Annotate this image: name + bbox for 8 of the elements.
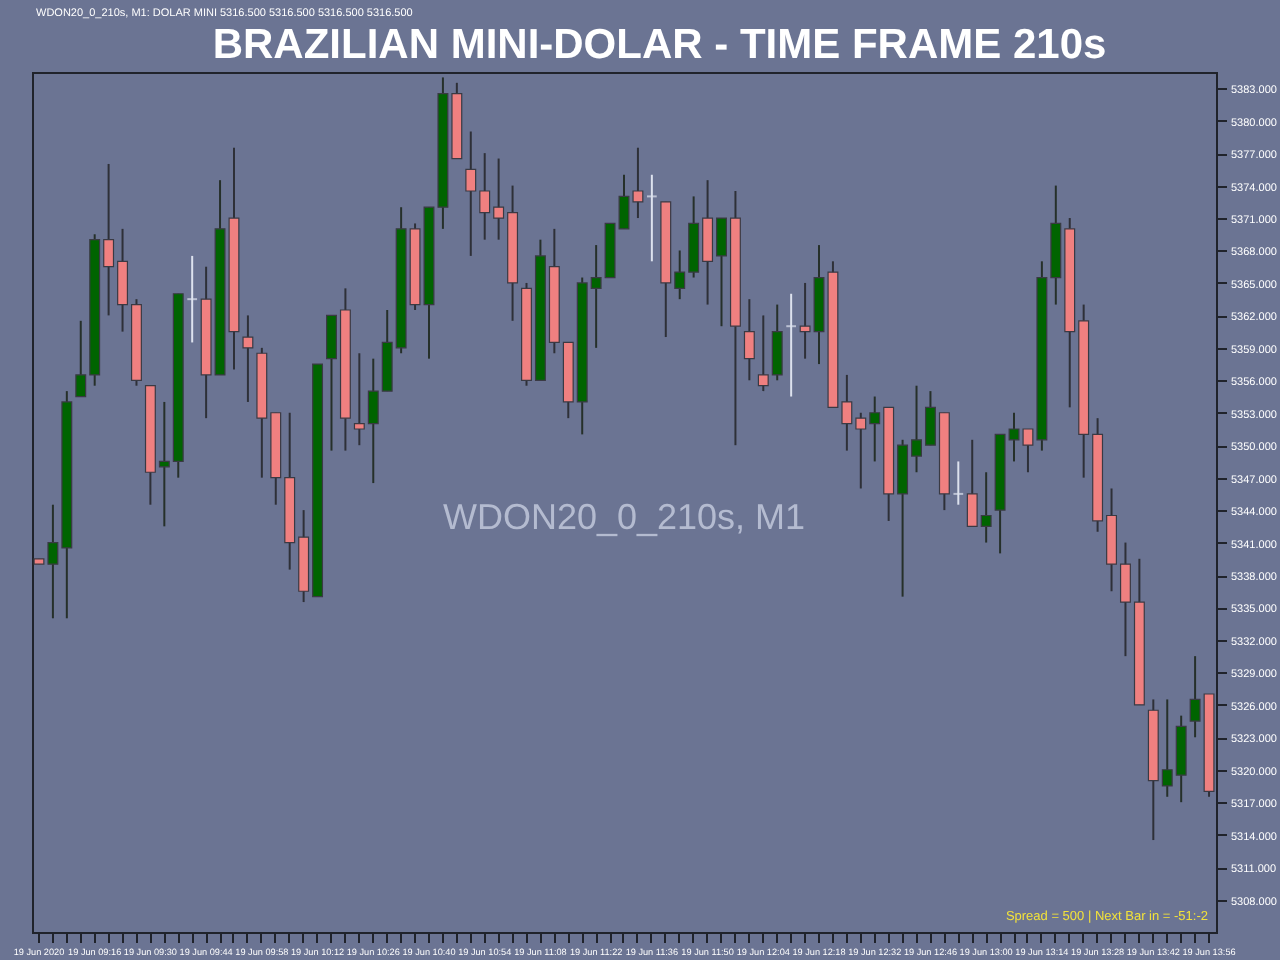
candlestick <box>743 298 755 382</box>
candlestick <box>187 254 198 344</box>
candlestick <box>242 314 254 403</box>
annotation: WDON20_0_210s, M1 <box>442 497 806 538</box>
chart-title: BRAZILIAN MINI-DOLAR - TIME FRAME 210s <box>212 22 1107 68</box>
candlestick <box>646 173 657 263</box>
candlestick <box>786 292 797 398</box>
candlestick <box>953 460 964 506</box>
